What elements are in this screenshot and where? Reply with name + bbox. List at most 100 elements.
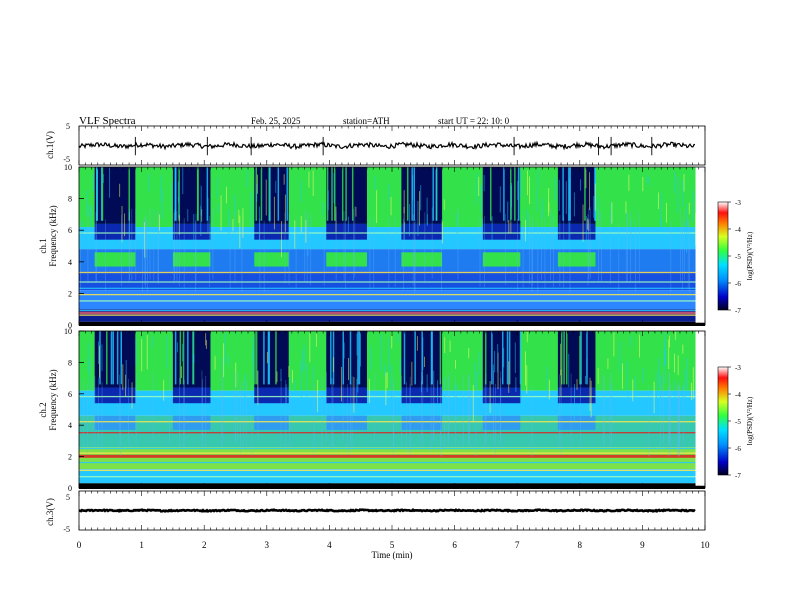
voltage-trace-line <box>78 508 696 513</box>
noise-streak <box>625 201 627 214</box>
noise-streak <box>149 208 151 280</box>
noise-streak <box>590 380 592 418</box>
ytick-label: 4 <box>68 421 72 430</box>
noise-streak <box>131 208 133 280</box>
burst-streak <box>254 331 256 385</box>
ch1-voltage-panel: 5 -5 ch.1(V) <box>45 122 706 166</box>
noise-streak <box>269 211 271 223</box>
noise-streak <box>664 332 666 367</box>
burst-band <box>172 415 211 430</box>
noise-streak <box>683 383 684 454</box>
noise-streak <box>135 374 137 445</box>
noise-streak <box>342 370 344 442</box>
noise-streak <box>420 185 422 211</box>
burst-streak <box>519 331 522 385</box>
noise-streak <box>463 375 464 447</box>
noise-streak <box>120 333 122 368</box>
noise-streak <box>257 370 259 442</box>
noise-streak <box>485 373 487 445</box>
noise-streak <box>179 378 180 449</box>
burst-block <box>482 167 521 224</box>
noise-streak <box>158 212 160 284</box>
ch3-voltage-panel: 5 -5 ch.3(V) <box>45 490 706 534</box>
noise-streak <box>468 374 470 446</box>
noise-streak <box>307 219 309 257</box>
noise-streak <box>444 378 446 449</box>
burst-streak <box>501 331 504 385</box>
noise-streak <box>146 335 148 370</box>
noise-streak <box>251 384 253 456</box>
noise-streak <box>323 214 325 287</box>
noise-streak <box>394 215 396 287</box>
noise-streak <box>442 221 444 244</box>
noise-streak <box>484 380 486 451</box>
noise-streak <box>537 169 539 189</box>
noise-streak <box>443 199 445 211</box>
noise-streak <box>221 357 223 374</box>
noise-streak <box>646 174 648 184</box>
noise-streak <box>332 357 334 373</box>
noise-streak <box>619 341 621 373</box>
noise-streak <box>611 383 613 421</box>
noise-streak <box>288 366 290 378</box>
narrowband-line <box>79 293 696 296</box>
burst-streak <box>413 167 416 221</box>
noise-streak <box>83 379 85 450</box>
noise-streak <box>609 377 611 449</box>
noise-streak <box>335 211 337 283</box>
noise-streak <box>678 385 680 457</box>
noise-streak <box>148 173 150 192</box>
noise-streak <box>468 373 470 444</box>
noise-streak <box>660 375 661 403</box>
noise-streak <box>489 380 491 414</box>
noise-streak <box>514 342 516 373</box>
noise-streak <box>355 206 357 217</box>
burst-streak <box>206 167 209 221</box>
burst-streak <box>342 331 344 385</box>
noise-streak <box>347 216 349 234</box>
ytick-label: 10 <box>64 327 72 336</box>
noise-streak <box>391 365 393 399</box>
noise-streak <box>448 372 450 443</box>
burst-fade <box>94 387 136 404</box>
noise-streak <box>531 220 533 293</box>
burst-band <box>254 252 289 267</box>
burst-band <box>557 252 596 267</box>
noise-streak <box>234 212 236 284</box>
noise-streak <box>497 344 499 373</box>
noise-streak <box>574 383 575 422</box>
noise-streak <box>629 336 631 347</box>
burst-fade <box>482 223 521 240</box>
burst-band <box>401 252 443 267</box>
noise-streak <box>648 177 650 186</box>
noise-streak <box>642 367 644 383</box>
burst-streak <box>403 331 406 385</box>
burst-band <box>482 415 521 430</box>
noise-streak <box>102 174 104 183</box>
noise-streak <box>426 214 428 226</box>
noise-streak <box>312 170 314 197</box>
noise-streak <box>568 353 570 388</box>
noise-streak <box>95 212 97 284</box>
noise-streak <box>674 171 676 194</box>
noise-streak <box>475 172 477 204</box>
noise-streak <box>544 217 546 289</box>
noise-streak <box>610 212 611 285</box>
noise-streak <box>510 221 512 234</box>
noise-streak <box>220 195 222 231</box>
narrowband-line <box>79 395 696 398</box>
burst-band <box>172 252 211 267</box>
noise-streak <box>665 340 666 366</box>
noise-streak <box>412 175 414 201</box>
noise-streak <box>622 363 623 389</box>
noise-streak <box>345 218 346 290</box>
burst-streak <box>349 331 352 385</box>
ch2s-ylabel: Frequency (kHz) <box>48 369 58 430</box>
noise-streak <box>393 377 394 449</box>
noise-streak <box>331 378 333 449</box>
noise-streak <box>217 177 219 199</box>
noise-streak <box>87 212 89 284</box>
noise-streak <box>593 196 595 218</box>
xtick-label: 6 <box>452 540 457 550</box>
burst-streak <box>411 167 413 221</box>
